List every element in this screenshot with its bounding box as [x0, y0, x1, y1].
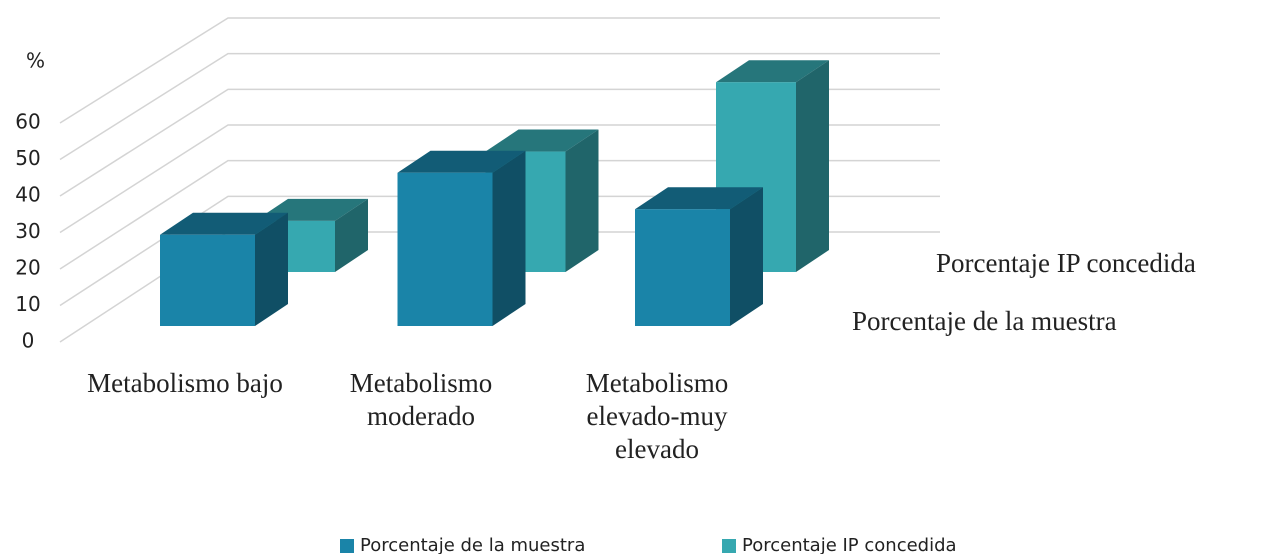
- grid-line: [59, 88, 940, 197]
- bar-side: [796, 60, 829, 273]
- bar-top: [160, 212, 288, 235]
- y-tick-label: 60: [15, 110, 40, 134]
- x-tick-label: Metabolismo moderado: [349, 368, 493, 431]
- y-tick-label: 10: [15, 292, 40, 316]
- depth-label: Porcentaje de la muestra: [852, 306, 1117, 336]
- x-tick-label: Metabolismo elevado-muy elevado: [585, 368, 729, 464]
- bar-side: [492, 150, 526, 326]
- x-tick-label: Metabolismo bajo: [87, 368, 283, 398]
- y-tick-label: 40: [15, 183, 40, 207]
- bar: [635, 209, 730, 326]
- bar-top: [716, 60, 829, 83]
- legend-swatch: [340, 539, 354, 553]
- grid-line: [59, 124, 940, 234]
- bar-side: [730, 187, 763, 326]
- bar-side: [255, 212, 288, 326]
- y-tick-label: 30: [15, 219, 40, 243]
- bar: [397, 172, 493, 326]
- y-tick-label: 50: [15, 146, 40, 170]
- bar: [160, 234, 255, 326]
- grid-line: [59, 17, 940, 124]
- y-axis-label: %: [26, 49, 45, 73]
- legend-label: Porcentaje IP concedida: [742, 535, 957, 554]
- depth-label: Porcentaje IP concedida: [936, 248, 1196, 278]
- bar-side: [565, 129, 599, 272]
- y-tick-label: 0: [22, 329, 35, 353]
- bar-side: [335, 198, 368, 272]
- bar-top: [485, 129, 599, 152]
- legend-swatch: [722, 539, 736, 553]
- grid-line: [59, 52, 940, 161]
- grid-line: [59, 159, 940, 270]
- bar-top: [397, 150, 526, 173]
- bar-top: [635, 187, 763, 210]
- y-tick-label: 20: [15, 256, 40, 280]
- legend-label: Porcentaje de la muestra: [360, 535, 585, 554]
